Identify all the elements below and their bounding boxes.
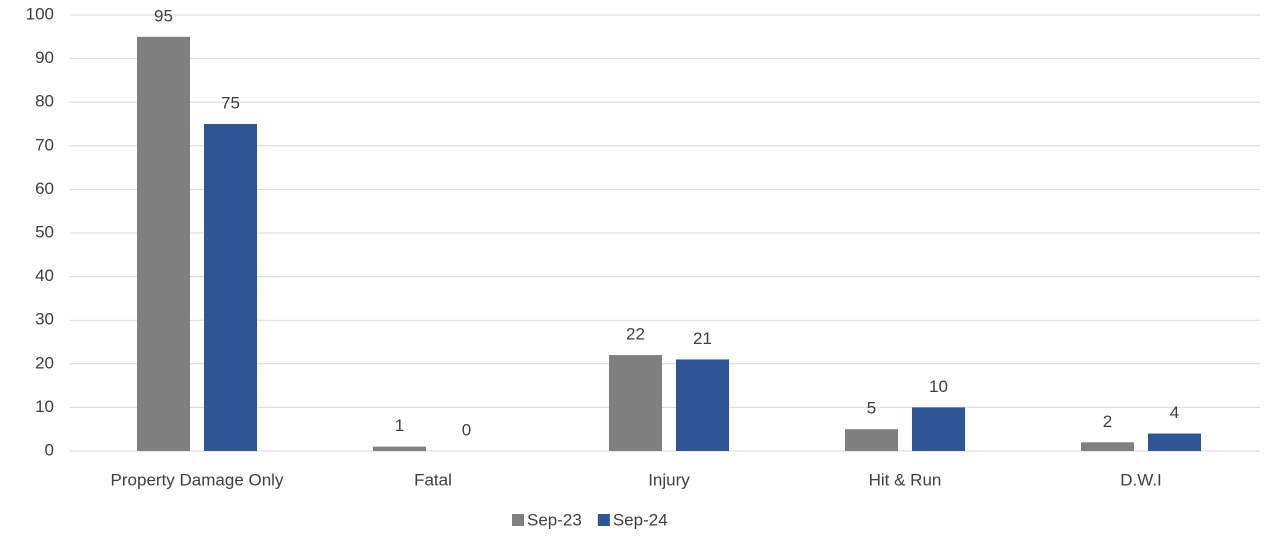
bar <box>676 359 729 451</box>
y-tick-label: 20 <box>35 353 54 372</box>
bar <box>373 446 426 451</box>
y-tick-label: 70 <box>35 135 54 154</box>
legend-label: Sep-24 <box>613 510 668 529</box>
data-label: 4 <box>1170 403 1179 422</box>
y-tick-label: 10 <box>35 397 54 416</box>
data-label: 10 <box>929 377 948 396</box>
y-tick-label: 90 <box>35 48 54 67</box>
legend-swatch <box>597 514 610 526</box>
bar <box>845 429 898 451</box>
bar <box>1081 442 1134 451</box>
bar <box>912 407 965 451</box>
data-label: 0 <box>462 420 471 439</box>
data-label: 21 <box>693 329 712 348</box>
y-tick-label: 50 <box>35 222 54 241</box>
data-label: 75 <box>221 93 240 112</box>
x-tick-label: Fatal <box>414 470 452 489</box>
bar <box>137 36 190 452</box>
x-tick-label: Injury <box>648 470 690 489</box>
data-label: 5 <box>867 399 876 418</box>
data-label: 95 <box>154 6 173 25</box>
y-tick-label: 80 <box>35 92 54 111</box>
legend-swatch <box>512 514 524 526</box>
x-tick-label: D.W.I <box>1120 470 1162 489</box>
legend-label: Sep-23 <box>527 510 582 529</box>
data-label: 22 <box>626 325 645 344</box>
y-tick-label: 60 <box>35 179 54 198</box>
bar <box>204 124 257 451</box>
bar <box>609 355 662 451</box>
x-tick-label: Hit & Run <box>869 470 942 489</box>
y-tick-label: 40 <box>35 266 54 285</box>
data-label: 1 <box>395 416 404 435</box>
data-label: 2 <box>1103 412 1112 431</box>
y-tick-label: 0 <box>45 440 54 459</box>
bar <box>1148 433 1201 451</box>
x-tick-label: Property Damage Only <box>111 470 284 489</box>
y-tick-label: 30 <box>35 310 54 329</box>
y-tick-label: 100 <box>26 4 54 23</box>
